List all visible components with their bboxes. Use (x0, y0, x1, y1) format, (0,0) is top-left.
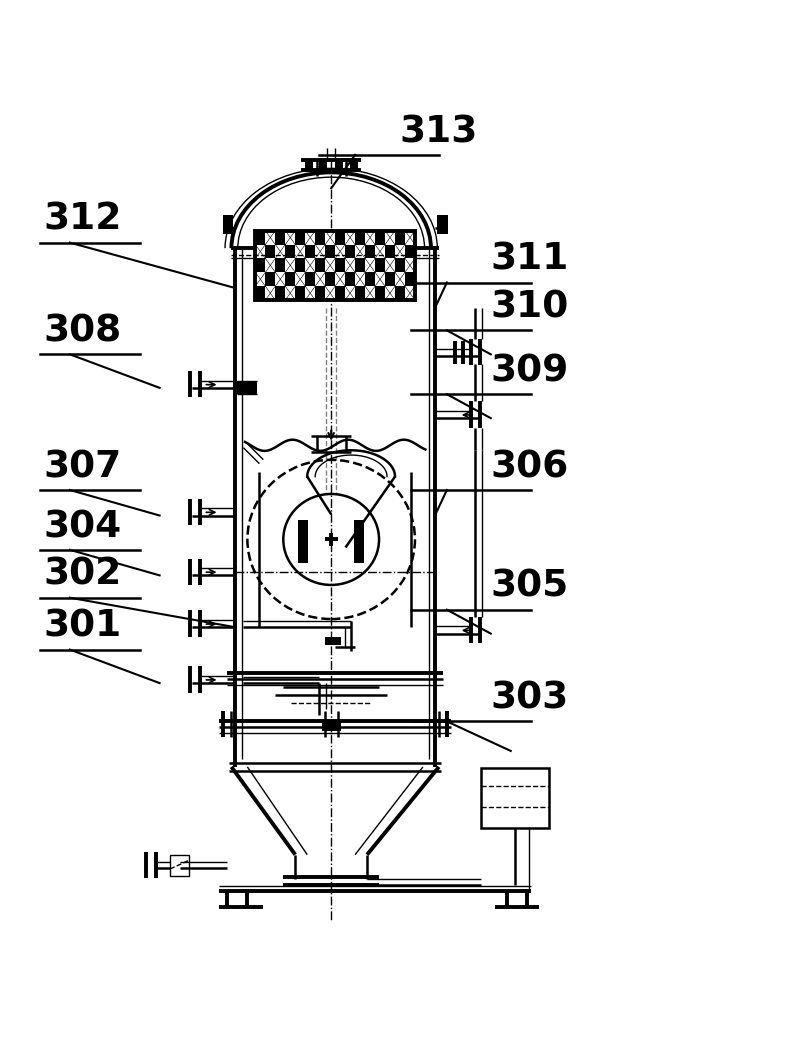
Bar (295, 230, 305, 245)
Bar (305, 245, 315, 259)
Bar (265, 272, 275, 286)
Bar (295, 259, 305, 272)
Bar (395, 259, 405, 272)
Text: 313: 313 (399, 114, 477, 150)
Text: 312: 312 (44, 202, 122, 238)
Text: 301: 301 (44, 608, 122, 645)
Bar (255, 230, 415, 300)
Bar (322, 721, 341, 731)
Bar (385, 272, 395, 286)
Bar (335, 230, 346, 245)
Bar (355, 286, 365, 300)
Bar (365, 272, 375, 286)
Bar (355, 259, 365, 272)
Bar (265, 245, 275, 259)
Text: 306: 306 (491, 449, 569, 485)
Text: 311: 311 (491, 242, 569, 277)
Bar (237, 381, 257, 395)
Bar (385, 245, 395, 259)
Bar (481, 768, 549, 828)
Bar (335, 286, 346, 300)
Bar (326, 272, 335, 286)
Bar (354, 519, 364, 563)
Text: 310: 310 (491, 290, 569, 326)
Bar (286, 245, 295, 259)
Bar (405, 272, 415, 286)
Bar (305, 160, 313, 170)
Bar (315, 259, 326, 272)
Bar (405, 245, 415, 259)
Bar (345, 272, 355, 286)
Bar (295, 286, 305, 300)
Text: 308: 308 (44, 313, 122, 350)
Bar (170, 855, 189, 876)
Text: 302: 302 (44, 557, 122, 593)
Bar (325, 637, 341, 645)
Bar (315, 286, 326, 300)
Bar (298, 519, 308, 563)
Text: 307: 307 (44, 449, 122, 485)
Bar (375, 230, 385, 245)
Bar (275, 259, 286, 272)
Bar (255, 259, 265, 272)
Bar (275, 230, 286, 245)
Bar (350, 160, 358, 170)
Bar (365, 245, 375, 259)
Bar (355, 230, 365, 245)
Bar (255, 286, 265, 300)
Bar (345, 245, 355, 259)
Bar (286, 272, 295, 286)
Bar (375, 259, 385, 272)
Bar (319, 160, 327, 170)
Bar (437, 216, 448, 233)
Bar (255, 230, 265, 245)
Bar (305, 272, 315, 286)
Bar (335, 259, 346, 272)
Text: 305: 305 (491, 569, 569, 605)
Bar (395, 230, 405, 245)
Bar (395, 286, 405, 300)
Bar (275, 286, 286, 300)
Text: 309: 309 (491, 354, 569, 389)
Text: 303: 303 (491, 681, 569, 716)
Bar (255, 230, 415, 300)
Bar (375, 286, 385, 300)
Text: 304: 304 (44, 509, 122, 545)
Bar (223, 216, 233, 233)
Bar (335, 160, 343, 170)
Bar (315, 230, 326, 245)
Bar (326, 245, 335, 259)
